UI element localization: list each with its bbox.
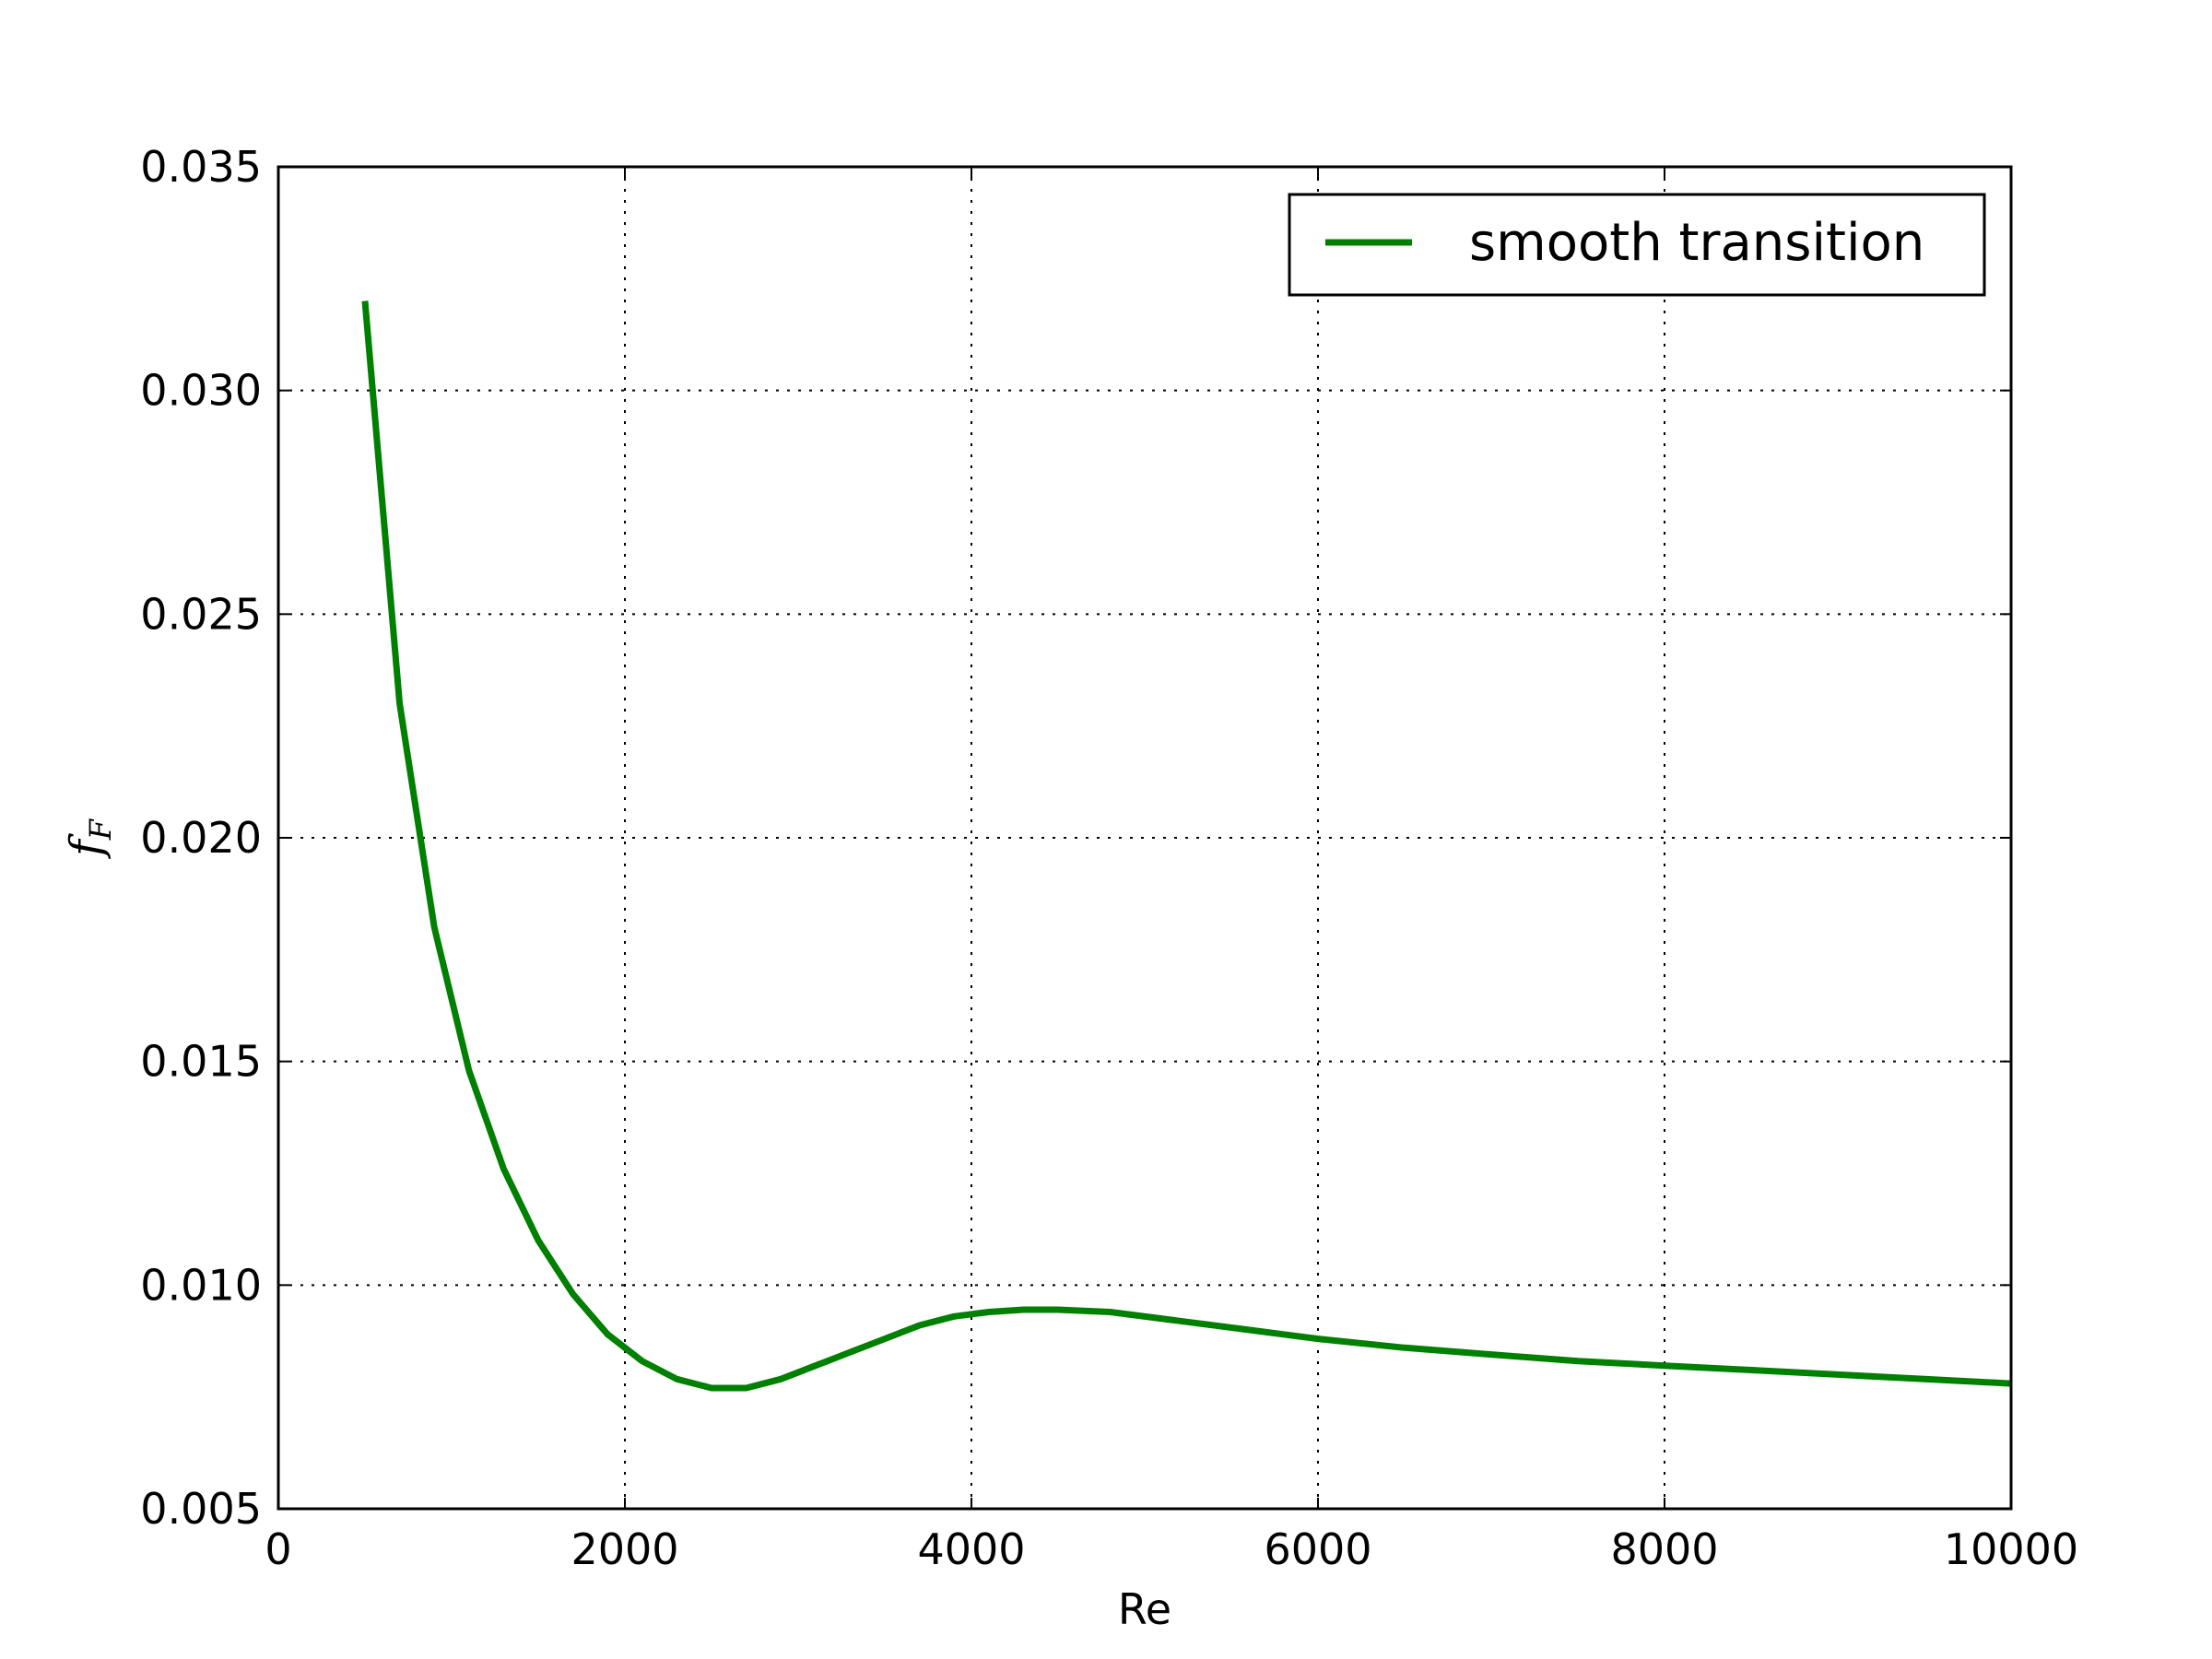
svg-text:fF: fF [61, 818, 118, 859]
legend-box [1288, 193, 1986, 297]
y-tick-label: 0.035 [140, 142, 262, 192]
y-tick-label: 0.025 [140, 589, 262, 639]
legend-label: smooth transition [1469, 213, 1924, 273]
x-tick-label: 4000 [917, 1524, 1025, 1574]
y-tick-label: 0.020 [140, 813, 262, 863]
y-axis-label-subscript: F [83, 818, 118, 841]
series-layer [361, 300, 2012, 1392]
y-tick-label: 0.005 [140, 1484, 262, 1534]
x-axis-label: Re [1118, 1584, 1171, 1634]
y-tick-label: 0.015 [140, 1037, 262, 1087]
x-tick-label: 0 [265, 1524, 291, 1574]
x-tick-label: 6000 [1264, 1524, 1371, 1574]
tick-layer: 0 2000 4000 6000 8000 10000 0.005 0.010 0.015 0.0… [140, 142, 2078, 1574]
legend: smooth transition [1288, 193, 1986, 297]
y-tick-label: 0.030 [140, 366, 262, 416]
y-tick-label: 0.010 [140, 1260, 262, 1310]
x-tick-label: 8000 [1610, 1524, 1718, 1574]
x-tick-label: 10000 [1944, 1524, 2078, 1574]
series-line-smooth-transition [361, 300, 2012, 1392]
x-tick-label: 2000 [571, 1524, 678, 1574]
grid-layer [278, 167, 2011, 1509]
y-axis-label: fF [61, 818, 118, 859]
